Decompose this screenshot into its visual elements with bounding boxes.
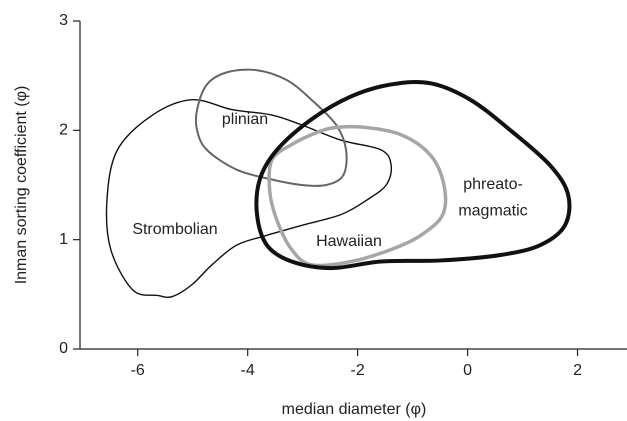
region-label: Strombolian [132, 221, 217, 238]
region-label-line: phreato- [463, 176, 523, 193]
x-axis-label: median diameter (φ) [282, 401, 427, 418]
region-outline [194, 68, 348, 187]
y-tick-label: 3 [59, 12, 68, 29]
region-label: Hawaiian [316, 233, 382, 250]
region-outline [105, 99, 393, 298]
x-tick-label: -6 [131, 362, 145, 379]
y-axis-label: Inman sorting coefficient (φ) [13, 86, 30, 285]
region-outline [267, 124, 448, 268]
region-label-line: magmatic [458, 203, 527, 220]
region-label: plinian [222, 111, 268, 128]
region-outline [254, 79, 572, 271]
y-tick-label: 1 [59, 231, 68, 248]
x-tick-label: 0 [463, 362, 472, 379]
x-tick-label: 2 [573, 362, 582, 379]
x-tick-label: -4 [241, 362, 255, 379]
y-tick-label: 0 [59, 340, 68, 357]
region-label: phreato-magmatic [458, 176, 527, 219]
y-tick-label: 2 [59, 122, 68, 139]
x-tick-label: -2 [351, 362, 365, 379]
